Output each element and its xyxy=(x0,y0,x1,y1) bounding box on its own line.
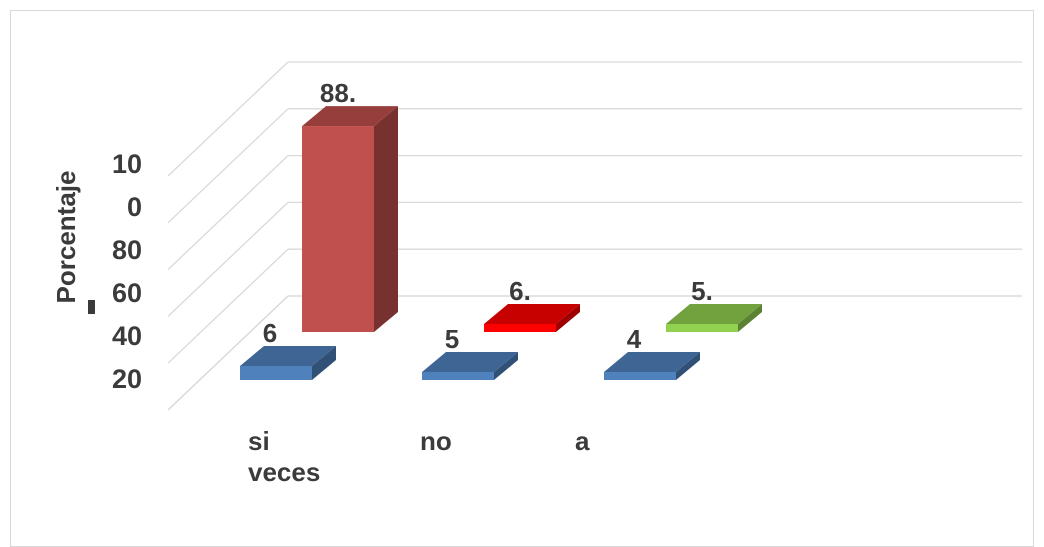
x-tick-label: veces xyxy=(248,457,320,487)
bar-front xyxy=(484,324,556,332)
data-label: 4 xyxy=(627,324,642,354)
data-label: 5. xyxy=(691,276,713,306)
bars xyxy=(240,106,762,380)
bar-top xyxy=(604,352,700,372)
data-label: 88. xyxy=(320,78,356,108)
y-axis-title: Porcentaje xyxy=(51,171,81,304)
y-tick-label: 20 xyxy=(112,364,142,394)
gridline-side xyxy=(167,248,289,364)
gridlines xyxy=(167,61,1022,411)
data-label: 6. xyxy=(509,276,531,306)
y-axis-title-overflow xyxy=(88,300,95,314)
x-tick-label: no xyxy=(420,426,452,456)
y-axis-ticks: 100806040200 xyxy=(90,149,170,442)
bar-side xyxy=(738,304,762,332)
bar xyxy=(484,304,580,332)
x-tick-label: a xyxy=(575,426,590,456)
bar xyxy=(604,352,700,380)
gridline-side xyxy=(167,295,289,411)
y-tick-label: 80 xyxy=(112,235,142,265)
gridline-side xyxy=(167,108,289,224)
bar-side xyxy=(494,352,518,380)
x-tick-label: si xyxy=(248,426,270,456)
bar-front xyxy=(422,372,494,380)
bar-front xyxy=(240,365,312,380)
data-label: 6 xyxy=(263,318,277,348)
gridline-side xyxy=(167,201,289,317)
bar xyxy=(240,345,336,380)
y-tick-label: 10 xyxy=(112,149,142,179)
y-tick-label: 40 xyxy=(112,321,142,351)
bar-top xyxy=(666,304,762,324)
bar-front xyxy=(666,324,738,332)
bar-front xyxy=(604,372,676,380)
bar-top xyxy=(422,352,518,372)
bar-side xyxy=(374,106,398,332)
bar-side xyxy=(312,345,336,380)
plot-edge-mask xyxy=(90,412,170,442)
bar-top xyxy=(240,345,336,366)
bar xyxy=(422,352,518,380)
gridline-side xyxy=(167,61,289,177)
y-tick-label: 0 xyxy=(127,192,142,222)
gridline-side xyxy=(167,155,289,271)
bar-side xyxy=(676,352,700,380)
bar-side xyxy=(556,304,580,332)
bar-front xyxy=(302,126,374,332)
data-labels: 88. 6. 5. 6 5 4 xyxy=(263,78,713,354)
bar xyxy=(666,304,762,332)
bar-top xyxy=(484,304,580,324)
bar-top xyxy=(302,106,398,127)
data-label: 5 xyxy=(445,324,459,354)
bar xyxy=(302,106,398,332)
y-tick-label: 60 xyxy=(112,278,142,308)
